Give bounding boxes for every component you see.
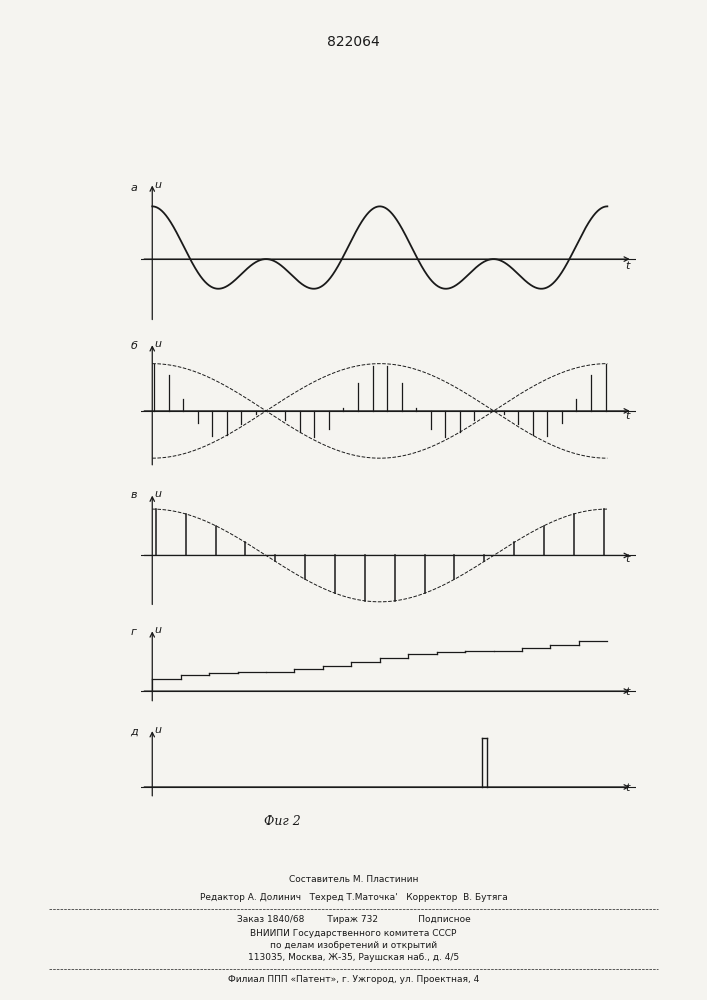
Text: 113035, Москва, Ж-35, Раушская наб., д. 4/5: 113035, Москва, Ж-35, Раушская наб., д. …	[248, 953, 459, 962]
Text: t: t	[626, 783, 630, 793]
Text: Филиал ППП «Патент», г. Ужгород, ул. Проектная, 4: Филиал ППП «Патент», г. Ужгород, ул. Про…	[228, 975, 479, 984]
Text: t: t	[626, 687, 630, 697]
Text: t: t	[626, 554, 630, 564]
Text: в: в	[131, 490, 137, 500]
Text: 822064: 822064	[327, 35, 380, 49]
Text: ВНИИПИ Государственного комитета СССР: ВНИИПИ Государственного комитета СССР	[250, 929, 457, 938]
Text: u: u	[154, 489, 161, 499]
Text: t: t	[626, 411, 630, 421]
Text: г: г	[131, 627, 136, 637]
Text: Заказ 1840/68        Тираж 732              Подписное: Заказ 1840/68 Тираж 732 Подписное	[237, 915, 470, 924]
Text: по делам изобретений и открытий: по делам изобретений и открытий	[270, 941, 437, 950]
Text: Редактор А. Долинич   Техред Т.Маточка'   Корректор  В. Бутяга: Редактор А. Долинич Техред Т.Маточка' Ко…	[199, 893, 508, 902]
Text: д: д	[131, 727, 139, 737]
Text: u: u	[154, 725, 161, 735]
Text: Составитель М. Пластинин: Составитель М. Пластинин	[288, 875, 419, 884]
Text: t: t	[626, 261, 630, 271]
Text: Фиг 2: Фиг 2	[264, 815, 301, 828]
Text: б: б	[131, 341, 137, 351]
Text: u: u	[154, 180, 161, 190]
Text: u: u	[154, 339, 161, 349]
Text: a: a	[131, 183, 137, 193]
Text: u: u	[154, 625, 161, 635]
